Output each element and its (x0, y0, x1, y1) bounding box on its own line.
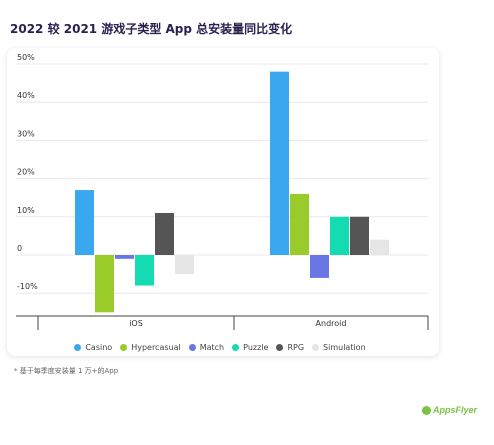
x-tick-label: Android (316, 319, 347, 328)
bar-rpg-ios (155, 212, 174, 255)
bar-puzzle-ios (135, 255, 154, 286)
brand-name: AppsFlyer (433, 405, 478, 415)
y-tick-label: 0 (17, 244, 22, 253)
legend-label: RPG (287, 343, 305, 352)
legend-swatch (74, 344, 82, 351)
bar-hypercasual-android (290, 193, 309, 255)
legend-label: Hypercasual (131, 343, 181, 352)
bar-rpg-android (350, 216, 369, 255)
chart-legend: Casino Hypercasual Match Puzzle RPG Simulatio… (0, 343, 440, 352)
y-tick-label: 30% (17, 129, 35, 138)
legend-label: Casino (85, 343, 113, 352)
legend-swatch (188, 344, 196, 351)
brand-logo: AppsFlyer (422, 405, 477, 415)
bar-casino-android (270, 71, 289, 255)
legend-swatch (276, 344, 284, 351)
bar-simulation-android (370, 239, 389, 255)
legend-swatch (120, 344, 128, 351)
legend-label: Puzzle (243, 343, 269, 352)
chart-title: 2022 较 2021 游戏子类型 App 总安装量同比变化 (10, 22, 293, 36)
legend-item: Hypercasual (120, 343, 181, 352)
legend-swatch (232, 344, 240, 351)
bar-match-android (310, 255, 329, 278)
y-tick-label: 40% (17, 91, 35, 100)
legend-label: Match (199, 343, 225, 352)
y-tick-label: 10% (17, 206, 35, 215)
legend-swatch (312, 344, 320, 351)
y-tick-label: -10% (17, 282, 38, 291)
y-tick-label: 50% (17, 53, 35, 62)
bar-simulation-ios (175, 255, 194, 275)
legend-item: Casino (74, 343, 112, 352)
footnote: * 基于每季度安装量 1 万+的App (14, 367, 119, 375)
y-tick-label: 20% (17, 168, 35, 177)
bar-puzzle-android (330, 216, 349, 255)
legend-item: Match (188, 343, 225, 352)
bar-hypercasual-ios (95, 255, 114, 313)
legend-item: RPG (276, 343, 304, 352)
legend-item: Simulation (312, 343, 366, 352)
appsflyer-logo-icon (422, 405, 431, 415)
legend-item: Puzzle (232, 343, 268, 352)
legend-label: Simulation (323, 343, 366, 352)
bar-casino-ios (75, 190, 94, 255)
bar-match-ios (115, 255, 134, 259)
x-tick-label: iOS (129, 319, 143, 328)
